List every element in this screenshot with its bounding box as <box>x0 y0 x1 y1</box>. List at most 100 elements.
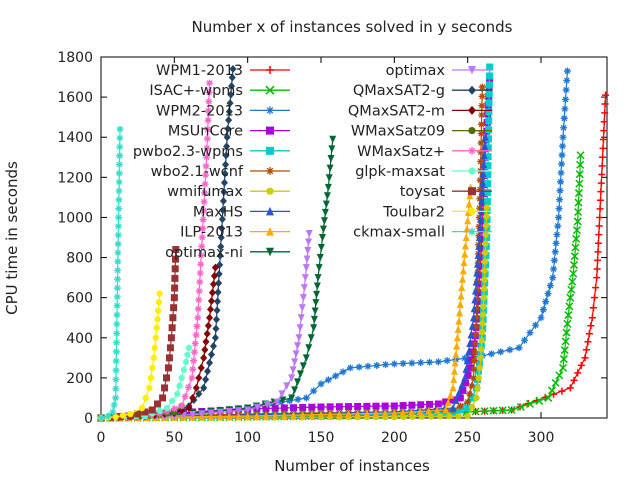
data-point <box>172 255 180 263</box>
data-point <box>478 83 486 91</box>
legend-label: WPM2-2013 <box>156 103 243 119</box>
legend-item: pwbo2.3-wpms <box>133 144 290 160</box>
data-point <box>171 265 179 273</box>
data-point <box>115 213 123 221</box>
data-point <box>479 311 487 319</box>
data-point <box>594 239 602 247</box>
data-point <box>572 226 581 235</box>
legend-marker <box>468 227 476 236</box>
data-point <box>569 260 579 269</box>
series-layer <box>96 63 610 423</box>
legend-label: WMaxSatz+ <box>357 144 445 160</box>
data-point <box>152 334 159 341</box>
data-point <box>112 366 120 374</box>
data-point <box>286 397 294 405</box>
data-point <box>222 160 230 169</box>
data-point <box>463 225 471 233</box>
data-point <box>138 404 146 412</box>
data-point <box>229 65 237 74</box>
data-point <box>148 406 156 414</box>
data-point <box>115 187 123 195</box>
data-point <box>563 76 571 84</box>
data-point <box>559 133 567 141</box>
data-point <box>557 178 565 186</box>
y-tick-label: 200 <box>66 371 93 387</box>
data-point <box>433 406 441 414</box>
data-point <box>458 283 466 292</box>
data-point <box>196 278 204 286</box>
data-point <box>566 384 574 392</box>
data-point <box>292 350 300 358</box>
data-point <box>325 174 333 182</box>
data-point <box>480 160 488 169</box>
legend-item: QMaxSAT2-m <box>348 103 492 119</box>
data-point <box>526 329 534 337</box>
x-tick-label: 300 <box>528 430 555 446</box>
x-axis: 0 50 100 150 200 250 300 <box>97 57 555 446</box>
data-point <box>114 266 122 274</box>
data-point <box>214 297 222 306</box>
data-point <box>304 247 312 255</box>
data-point <box>467 364 475 372</box>
data-point <box>141 408 149 416</box>
data-point <box>390 360 398 368</box>
data-point <box>546 282 554 290</box>
data-point <box>194 314 202 322</box>
data-point <box>485 81 493 89</box>
data-point <box>455 412 462 420</box>
data-point <box>203 144 211 152</box>
data-point <box>288 374 296 382</box>
data-point <box>475 242 483 250</box>
data-point <box>555 371 564 380</box>
data-point <box>211 263 219 272</box>
data-point <box>483 204 490 211</box>
data-point <box>190 348 198 356</box>
data-point <box>271 411 279 419</box>
data-point <box>317 410 325 418</box>
data-point <box>213 306 221 315</box>
data-point <box>320 217 328 225</box>
data-point <box>354 409 362 418</box>
data-point <box>97 414 105 422</box>
data-point <box>601 109 609 117</box>
data-point <box>550 265 558 273</box>
data-point <box>426 400 434 408</box>
data-point <box>485 126 493 134</box>
data-point <box>308 403 316 411</box>
y-tick-label: 1600 <box>57 90 93 106</box>
data-point <box>113 284 121 292</box>
data-point <box>311 307 319 316</box>
data-point <box>477 158 485 166</box>
data-point <box>476 224 484 232</box>
data-point <box>203 153 211 161</box>
data-point <box>585 330 593 338</box>
data-point <box>466 339 474 348</box>
data-point <box>560 114 568 122</box>
y-tick-label: 800 <box>66 251 93 267</box>
data-point <box>453 342 461 350</box>
data-point <box>560 124 568 132</box>
legend-marker <box>266 126 274 135</box>
data-point <box>563 67 571 75</box>
legend-item: MSUnCore <box>168 124 290 140</box>
legend-label: MSUnCore <box>168 124 243 140</box>
data-point <box>464 404 472 412</box>
data-point <box>253 411 261 420</box>
data-point <box>382 361 390 369</box>
data-point <box>485 117 493 125</box>
data-point <box>455 317 463 325</box>
data-point <box>478 111 486 119</box>
data-point <box>471 340 479 348</box>
data-point <box>156 407 163 414</box>
data-point <box>151 344 158 351</box>
data-point <box>434 400 442 408</box>
data-point <box>476 262 484 270</box>
data-point <box>114 231 122 239</box>
data-point <box>456 308 464 317</box>
data-point <box>574 198 583 207</box>
legend-label: optimax <box>386 63 446 79</box>
data-point <box>209 342 217 351</box>
data-point <box>516 402 525 411</box>
legend-label: ISAC+-wpms <box>149 83 243 99</box>
data-point <box>473 260 481 268</box>
